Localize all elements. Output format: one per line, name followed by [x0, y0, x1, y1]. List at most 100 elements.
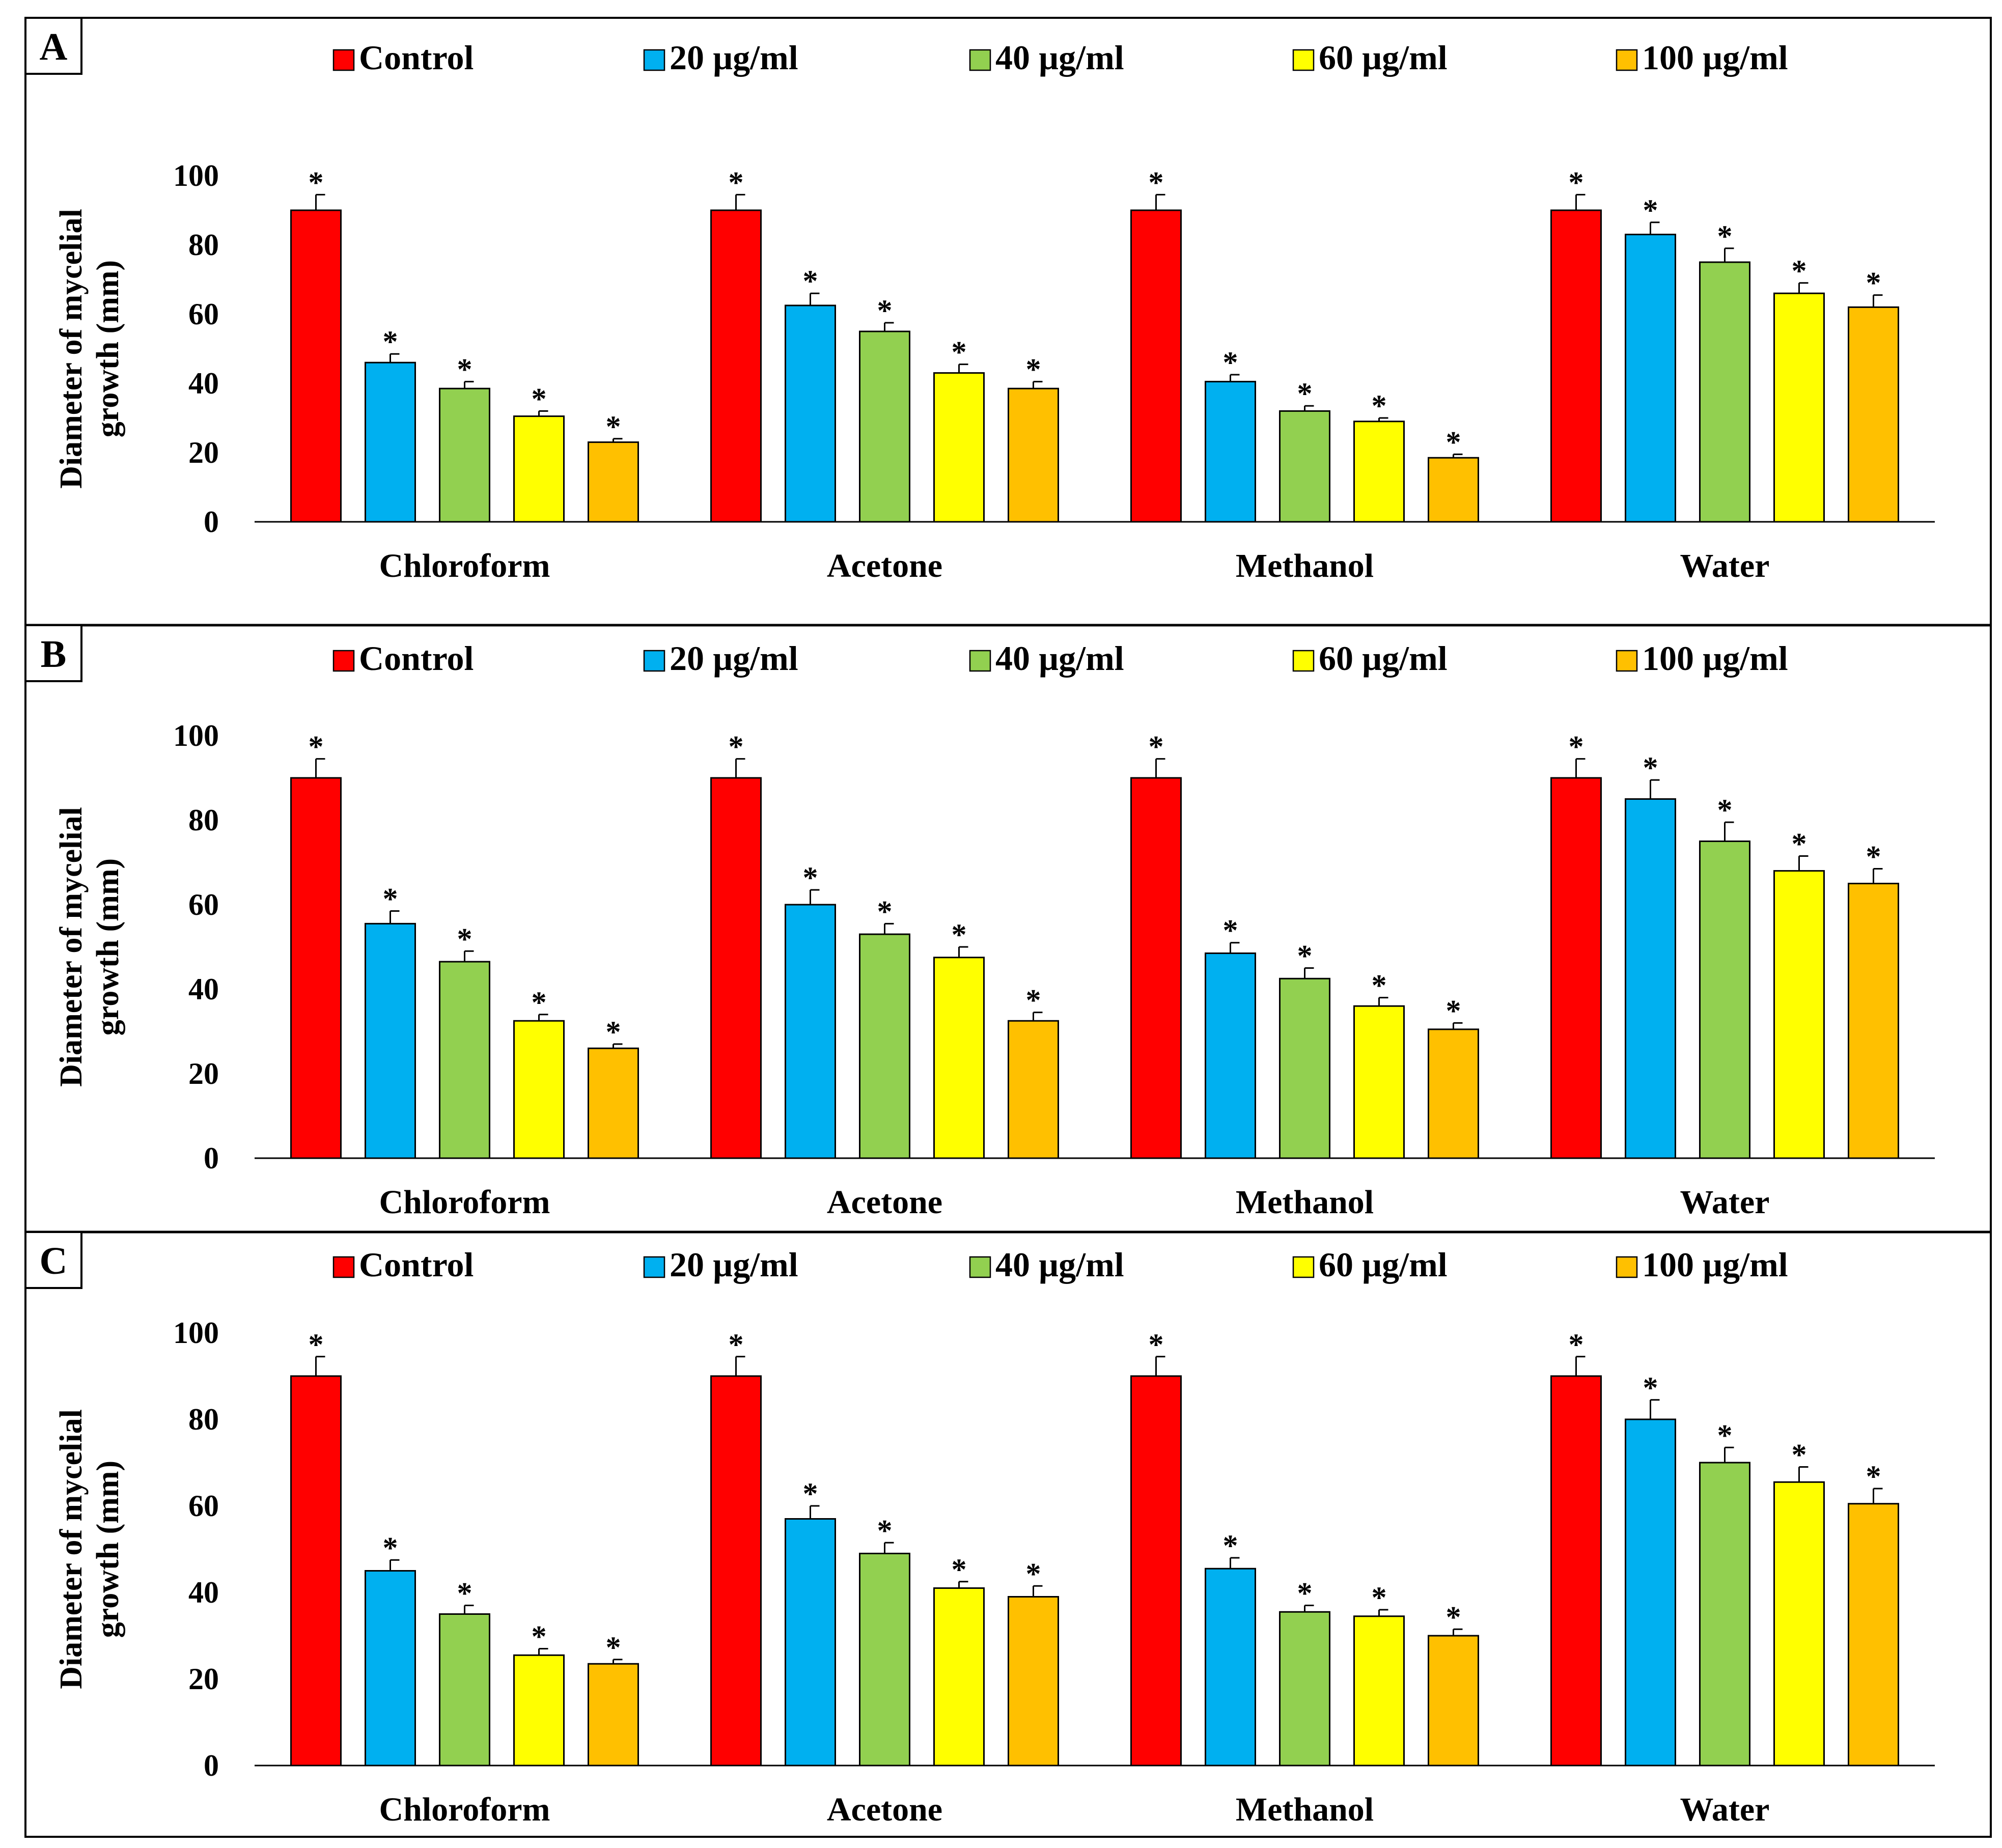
significance-marker: *	[1569, 1328, 1584, 1361]
bar-c	[439, 1613, 490, 1767]
significance-marker: *	[457, 1577, 472, 1610]
significance-marker: *	[952, 1553, 967, 1586]
panel-a: A Control 20 µg/ml 40 µg/ml 60 µg/ml 100 µg/m…	[24, 17, 1935, 584]
bar-b	[513, 1020, 565, 1159]
significance-marker: *	[1446, 1600, 1461, 1634]
significance-marker: *	[1643, 751, 1658, 785]
x-category-label: Methanol	[1236, 1791, 1374, 1828]
bar-a	[785, 304, 836, 523]
y-tick-label: 20	[188, 436, 219, 469]
x-category-label: Chloroform	[379, 1791, 550, 1828]
x-category-label: Chloroform	[379, 1184, 550, 1221]
y-axis-title-line: growth (mm)	[91, 858, 125, 1035]
bar-c	[859, 1553, 910, 1767]
y-tick-label: 80	[188, 228, 219, 262]
y-tick-label: 60	[188, 888, 219, 921]
legend-label: 60 µg/ml	[1319, 639, 1448, 678]
bar-a	[365, 361, 416, 523]
significance-marker: *	[1643, 193, 1658, 227]
significance-marker: *	[729, 1328, 744, 1361]
panel-letter-box	[24, 17, 82, 75]
significance-marker: *	[877, 294, 893, 327]
bar-b	[1848, 883, 1899, 1159]
legend-label: 100 µg/ml	[1642, 1245, 1788, 1284]
bar-b	[439, 961, 490, 1159]
y-axis-title-line: Diameter of mycelial	[54, 209, 89, 489]
y-tick-label: 60	[188, 1489, 219, 1523]
legend-label: 40 µg/ml	[995, 639, 1124, 678]
significance-marker: *	[1792, 254, 1807, 288]
bar-b	[588, 1047, 639, 1159]
bar-b	[710, 777, 762, 1159]
bar-a	[290, 209, 342, 523]
panel-letter: A	[40, 25, 68, 68]
significance-marker: *	[1026, 353, 1041, 386]
bar-b	[859, 933, 910, 1159]
legend-swatch	[1616, 650, 1638, 672]
y-tick-label: 100	[173, 159, 219, 192]
significance-marker: *	[1717, 219, 1733, 253]
significance-marker: *	[1223, 914, 1238, 947]
y-tick-label: 100	[173, 719, 219, 752]
bar-c	[1625, 1418, 1676, 1767]
significance-marker: *	[1372, 389, 1387, 423]
bar-c	[365, 1570, 416, 1767]
panel-letter: C	[40, 1240, 68, 1282]
significance-marker: *	[1297, 939, 1313, 973]
significance-marker: *	[1792, 1438, 1807, 1472]
bar-c	[1130, 1375, 1182, 1767]
legend-label: 40 µg/ml	[995, 1245, 1124, 1284]
significance-marker: *	[1149, 165, 1164, 199]
legend-swatch	[1616, 1256, 1638, 1278]
significance-marker: *	[1223, 1529, 1238, 1562]
significance-marker: *	[532, 986, 547, 1019]
bar-a	[1130, 209, 1182, 523]
bar-b	[290, 777, 342, 1159]
x-category-label: Methanol	[1236, 1184, 1374, 1221]
bar-c	[1008, 1596, 1059, 1767]
figure-frame	[24, 17, 1992, 1838]
y-tick-label: 80	[188, 1403, 219, 1436]
significance-marker: *	[383, 325, 398, 358]
bar-c	[1848, 1503, 1899, 1767]
significance-marker: *	[803, 861, 818, 894]
bar-a	[1353, 421, 1405, 523]
bar-a	[1848, 306, 1899, 523]
bar-a	[933, 372, 985, 523]
legend-label: 60 µg/ml	[1319, 1245, 1448, 1284]
bar-c	[1205, 1567, 1256, 1767]
legend-label: 60 µg/ml	[1319, 38, 1448, 77]
bar-c	[1773, 1481, 1825, 1767]
y-axis-title-line: growth (mm)	[91, 260, 125, 437]
x-category-label: Water	[1680, 547, 1770, 584]
significance-marker: *	[1866, 1460, 1881, 1493]
bar-b	[365, 922, 416, 1159]
significance-marker: *	[1569, 165, 1584, 199]
legend-swatch	[643, 49, 665, 71]
y-axis-title-line: growth (mm)	[91, 1461, 125, 1638]
bar-a	[588, 441, 639, 523]
significance-marker: *	[1297, 377, 1313, 410]
significance-marker: *	[877, 1514, 893, 1547]
significance-marker: *	[532, 1620, 547, 1654]
bar-b	[785, 904, 836, 1159]
y-tick-label: 20	[188, 1662, 219, 1696]
significance-marker: *	[1223, 346, 1238, 379]
significance-marker: *	[952, 918, 967, 951]
bar-b	[1353, 1005, 1405, 1159]
legend-swatch	[332, 650, 355, 672]
bar-b	[1279, 977, 1330, 1159]
y-tick-label: 20	[188, 1057, 219, 1090]
legend-swatch	[969, 49, 991, 71]
significance-marker: *	[1792, 827, 1807, 861]
legend-swatch	[643, 1256, 665, 1278]
legend-swatch	[643, 650, 665, 672]
y-axis-title-line: Diameter of mycelial	[54, 1409, 89, 1689]
legend-swatch	[1292, 650, 1315, 672]
bar-a	[1428, 457, 1479, 523]
x-category-label: Methanol	[1236, 547, 1374, 584]
bar-c	[1699, 1462, 1750, 1767]
legend-label: 40 µg/ml	[995, 38, 1124, 77]
y-axis-title-line: Diameter of mycelial	[54, 807, 89, 1087]
